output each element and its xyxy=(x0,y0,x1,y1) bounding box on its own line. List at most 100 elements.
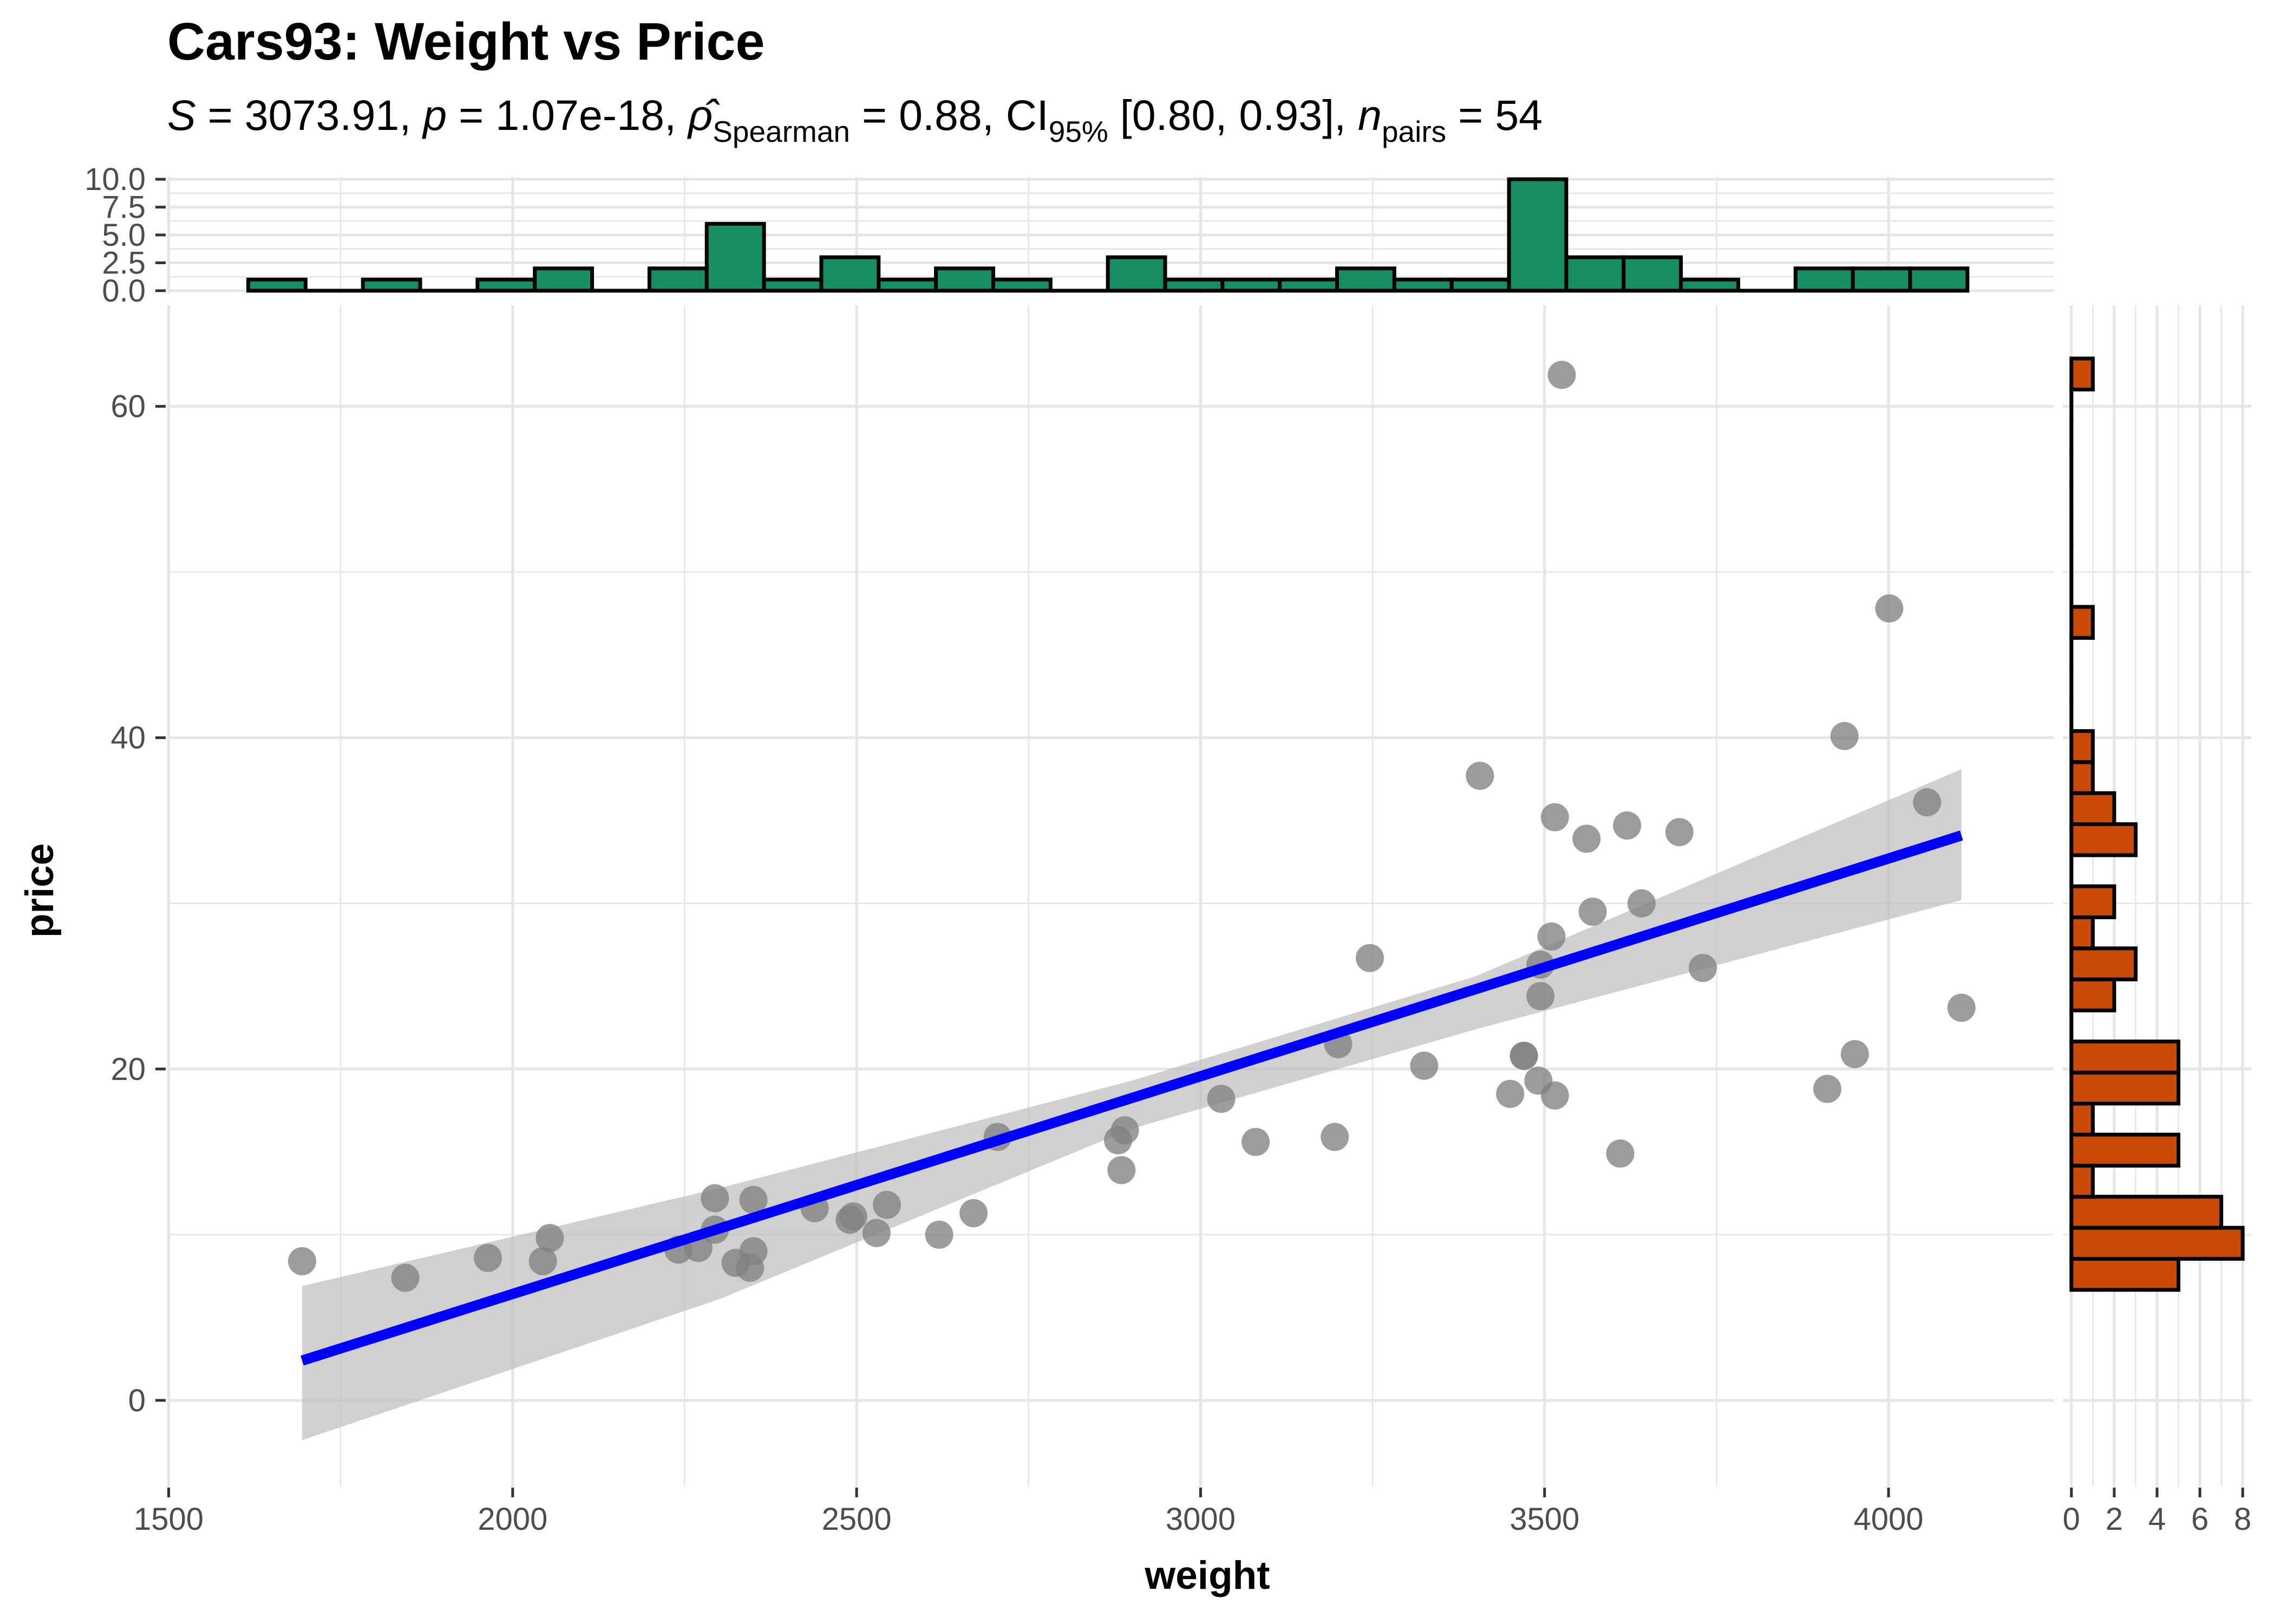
subtitle-sep-3: , CI xyxy=(982,91,1049,139)
subtitle-rho-value: 0.88 xyxy=(899,91,982,139)
subtitle-n-symbol: n xyxy=(1358,91,1382,139)
y-histogram-bar xyxy=(2069,760,2095,795)
y-histogram-bar xyxy=(2069,729,2095,764)
subtitle-ci-value: [0.80, 0.93] xyxy=(1120,91,1334,139)
x-histogram-bar xyxy=(1507,177,1569,293)
data-point xyxy=(391,1263,420,1292)
x-axis-title: weight xyxy=(1144,1554,1270,1597)
data-point xyxy=(739,1186,768,1214)
data-point xyxy=(1606,1139,1635,1168)
data-point xyxy=(535,1223,564,1252)
subtitle-space xyxy=(1108,91,1120,139)
data-point xyxy=(1537,922,1566,951)
subtitle-rho-label: Spearman xyxy=(713,115,850,148)
y-histogram-bar xyxy=(2069,946,2138,981)
data-point xyxy=(1665,818,1694,847)
x-marginal-histogram: 0.02.55.07.510.0 xyxy=(84,162,2054,309)
x-histogram-bar xyxy=(1622,255,1683,293)
data-point xyxy=(873,1190,901,1219)
data-point xyxy=(1813,1075,1841,1103)
data-point xyxy=(528,1247,557,1275)
y-tick-label: 20 xyxy=(110,1052,146,1087)
y-tick-label: 40 xyxy=(110,721,146,756)
subtitle-eq-3: = xyxy=(850,91,899,139)
subtitle-eq-4: = xyxy=(1446,91,1495,139)
data-point xyxy=(1466,762,1494,790)
y-histogram-bar xyxy=(2069,1195,2224,1230)
x-histogram-bar xyxy=(1679,277,1740,293)
top-hist-y-tick-label: 2.5 xyxy=(102,246,146,281)
x-histogram-bar xyxy=(361,277,422,293)
y-histogram-bar xyxy=(2069,1256,2181,1292)
data-point xyxy=(474,1243,502,1272)
x-histogram-bar xyxy=(1908,266,1970,293)
data-point xyxy=(862,1219,891,1247)
x-histogram-bar xyxy=(1392,277,1454,293)
x-histogram-bar xyxy=(1851,266,1912,293)
subtitle-sep-4: , xyxy=(1334,91,1358,139)
x-histogram-bar xyxy=(647,266,709,293)
data-point xyxy=(1688,954,1717,983)
data-point xyxy=(1572,824,1601,853)
subtitle-sep-1: , xyxy=(399,91,423,139)
x-histogram-bar xyxy=(1220,277,1282,293)
right-hist-x-tick-label: 0 xyxy=(2063,1502,2080,1537)
x-histogram-bar xyxy=(1278,277,1339,293)
data-point xyxy=(1627,889,1656,918)
x-histogram-bar xyxy=(1449,277,1511,293)
y-histogram-bar xyxy=(2069,1163,2095,1199)
data-point xyxy=(1947,993,1976,1022)
y-histogram-bar xyxy=(2069,884,2116,920)
data-point xyxy=(1496,1079,1525,1108)
data-point xyxy=(288,1247,317,1275)
y-histogram-bar xyxy=(2069,977,2116,1013)
y-histogram-bar xyxy=(2069,791,2116,826)
x-tick-label: 2000 xyxy=(478,1502,547,1537)
data-point xyxy=(1207,1084,1236,1113)
x-histogram-bar xyxy=(533,266,594,293)
subtitle-n-value: 54 xyxy=(1495,91,1543,139)
regression-line xyxy=(300,830,1963,1366)
data-point xyxy=(1103,1126,1132,1155)
chart-subtitle: S = 3073.91, p = 1.07e-18, ρ̂Spearman = … xyxy=(167,91,1543,148)
x-histogram-bar xyxy=(1335,266,1396,293)
right-hist-x-tick-label: 8 xyxy=(2234,1502,2251,1537)
x-tick-label: 3500 xyxy=(1510,1502,1579,1537)
data-point xyxy=(1356,944,1384,972)
data-point xyxy=(1510,1042,1538,1070)
data-point xyxy=(1241,1128,1270,1156)
data-point xyxy=(1613,811,1642,840)
data-point xyxy=(701,1184,729,1213)
x-histogram-bar xyxy=(991,277,1053,293)
data-point xyxy=(736,1254,764,1282)
x-histogram-bar xyxy=(762,277,824,293)
data-point xyxy=(1875,594,1904,623)
data-point xyxy=(1840,1040,1869,1069)
y-histogram-bar xyxy=(2069,1132,2181,1168)
x-histogram-bar xyxy=(1564,255,1626,293)
subtitle-sep-2: , xyxy=(664,91,688,139)
y-histogram-bar xyxy=(2069,1070,2181,1106)
data-point xyxy=(1578,898,1607,926)
x-histogram-bar xyxy=(1793,266,1855,293)
subtitle-ci-label: 95% xyxy=(1049,115,1108,148)
chart-title: Cars93: Weight vs Price xyxy=(167,12,764,71)
x-histogram-bar xyxy=(246,277,308,293)
x-histogram-bar xyxy=(1163,277,1225,293)
y-histogram-bar xyxy=(2069,915,2095,951)
right-hist-x-tick-label: 4 xyxy=(2148,1502,2166,1537)
x-histogram-bar xyxy=(704,221,766,293)
scatter-panel: 1500 2000 2500 3000 3500 4000 0 20 40 60 xyxy=(110,305,2054,1537)
subtitle-eq-1: = xyxy=(196,91,245,139)
data-point xyxy=(1830,722,1859,750)
right-hist-x-tick-label: 2 xyxy=(2106,1502,2123,1537)
x-tick-label: 1500 xyxy=(134,1502,204,1537)
y-histogram-bar xyxy=(2069,1102,2095,1137)
subtitle-eq-2: = xyxy=(447,91,495,139)
x-histogram-bar xyxy=(819,255,881,293)
subtitle-s-symbol: S xyxy=(167,91,196,139)
data-point xyxy=(959,1199,988,1228)
x-histogram-bar xyxy=(475,277,537,293)
right-hist-x-tick-label: 6 xyxy=(2191,1502,2208,1537)
